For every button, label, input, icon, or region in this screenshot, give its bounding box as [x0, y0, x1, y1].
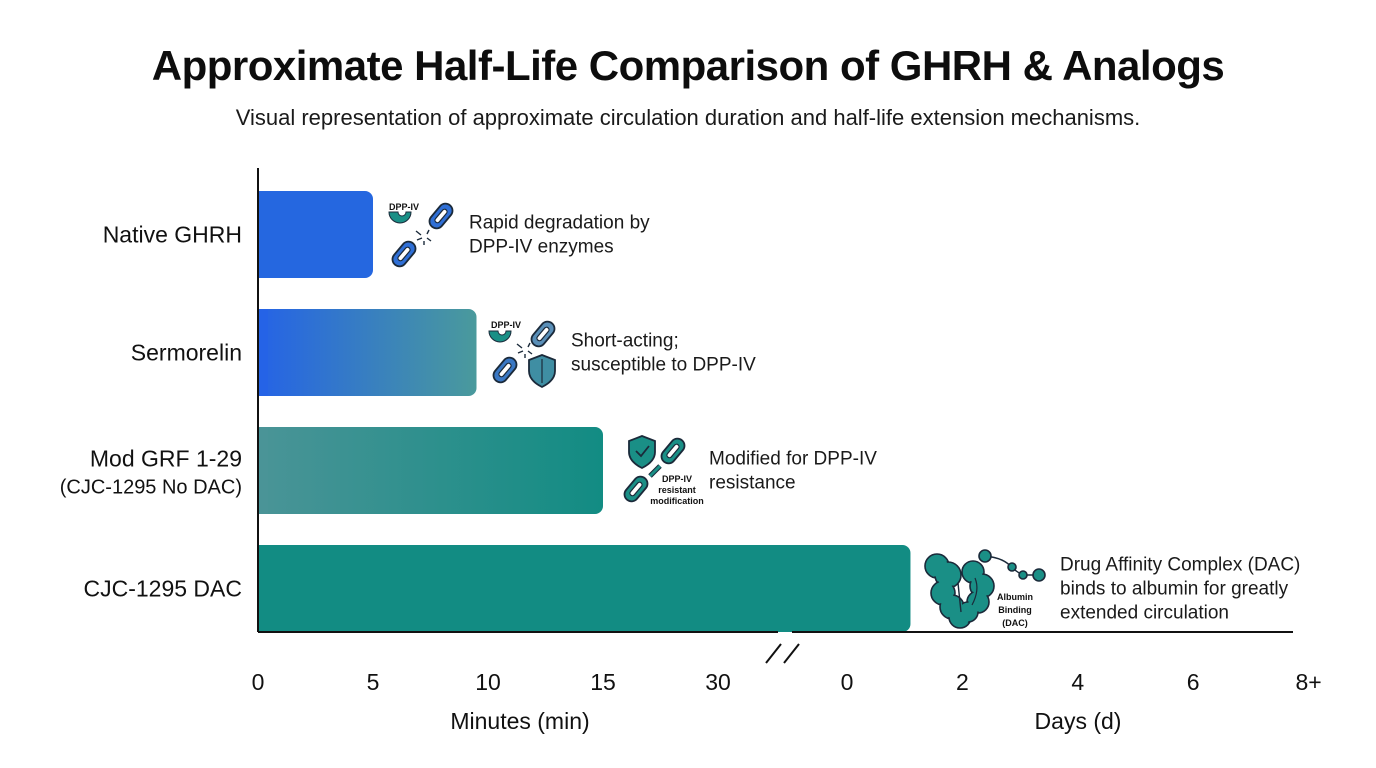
chain-link-icon: [428, 202, 454, 230]
axis-break-mark: [765, 643, 782, 664]
chart-title: Approximate Half-Life Comparison of GHRH…: [151, 42, 1225, 89]
y-label: CJC-1295 DAC: [84, 576, 243, 602]
break-spark: [416, 237, 423, 241]
chain-link-icon: [492, 356, 518, 384]
break-spark: [517, 350, 524, 354]
annotation-text: susceptible to DPP-IV: [571, 355, 756, 376]
break-spark: [527, 350, 533, 355]
x-tick-label: 5: [367, 669, 380, 695]
annotation-text: Modified for DPP-IV: [709, 449, 877, 470]
break-spark: [415, 230, 422, 236]
annotation-text: Short-acting;: [571, 331, 679, 352]
x-tick-label: 4: [1071, 669, 1084, 695]
dpp-iv-enzyme-icon: [488, 330, 512, 343]
bar-4: [258, 545, 911, 632]
x-axis-title-days: Days (d): [1035, 708, 1122, 734]
dac-bead: [1007, 562, 1017, 572]
annotation-text: binds to albumin for greatly: [1060, 579, 1289, 600]
icon-label: DPP-IV: [662, 474, 692, 484]
albumin-cleft: [957, 582, 962, 613]
annotation-text: extended circulation: [1060, 603, 1229, 624]
icon-label: (DAC): [1002, 618, 1028, 628]
dac-bead: [978, 549, 992, 563]
chart-subtitle: Visual representation of approximate cir…: [235, 105, 1141, 130]
icon-label: DPP-IV: [389, 202, 419, 212]
dpp-iv-enzyme-icon: [388, 211, 412, 224]
break-spark: [426, 237, 432, 242]
x-tick-label: 15: [590, 669, 616, 695]
bar-2: [258, 309, 477, 396]
x-tick-label: 0: [841, 669, 854, 695]
x-tick-label: 0: [252, 669, 265, 695]
shield-check-icon: [628, 435, 656, 470]
break-spark: [527, 342, 531, 348]
annotation-text: Rapid degradation by: [469, 213, 650, 234]
y-label: Native GHRH: [103, 222, 242, 248]
x-tick-label: 10: [475, 669, 501, 695]
bar-4-edge: [258, 545, 268, 632]
x-tick-label: 6: [1187, 669, 1200, 695]
annotation-text: resistance: [709, 473, 796, 494]
x-tick-label: 30: [705, 669, 731, 695]
broken-chain-icon: DPP-IV: [388, 202, 454, 268]
dac-bead: [1032, 568, 1046, 582]
icon-label: resistant: [658, 485, 696, 495]
dac-bead: [1018, 570, 1028, 580]
bar-2-edge: [258, 309, 268, 396]
bar-1-edge: [258, 191, 268, 278]
icon-label: Binding: [998, 605, 1032, 615]
break-spark: [516, 343, 523, 349]
icon-label: modification: [650, 496, 704, 506]
break-spark: [426, 229, 430, 235]
bar-3-edge: [258, 427, 268, 514]
annotation-text: Drug Affinity Complex (DAC): [1060, 555, 1300, 576]
y-label: Sermorelin: [131, 340, 242, 366]
albumin-binding-icon: Albumin Binding (DAC): [924, 549, 1046, 629]
chain-link-icon: [391, 240, 417, 268]
chain-link-icon: [660, 437, 686, 465]
albumin-blob-fill: [936, 563, 960, 587]
axis-break-mark: [783, 643, 800, 664]
icon-label: Albumin: [997, 592, 1033, 602]
bar-1: [258, 191, 373, 278]
y-label: Mod GRF 1-29: [90, 446, 242, 472]
x-axis-title-minutes: Minutes (min): [450, 708, 589, 734]
shield-icon: [528, 354, 556, 389]
annotation-text: DPP-IV enzymes: [469, 237, 614, 258]
y-sublabel: (CJC-1295 No DAC): [60, 477, 242, 499]
chain-link-icon: [623, 475, 649, 503]
albumin-cleft: [971, 577, 978, 606]
chain-link-icon: [530, 320, 556, 348]
x-tick-label: 2: [956, 669, 969, 695]
broken-chain-shield-icon: DPP-IV: [488, 320, 556, 389]
albumin-blob-fill: [959, 603, 977, 621]
chain-connector: [648, 464, 662, 478]
icon-label: DPP-IV: [491, 320, 521, 330]
bar-3: [258, 427, 603, 514]
x-tick-label: 8+: [1295, 669, 1321, 695]
